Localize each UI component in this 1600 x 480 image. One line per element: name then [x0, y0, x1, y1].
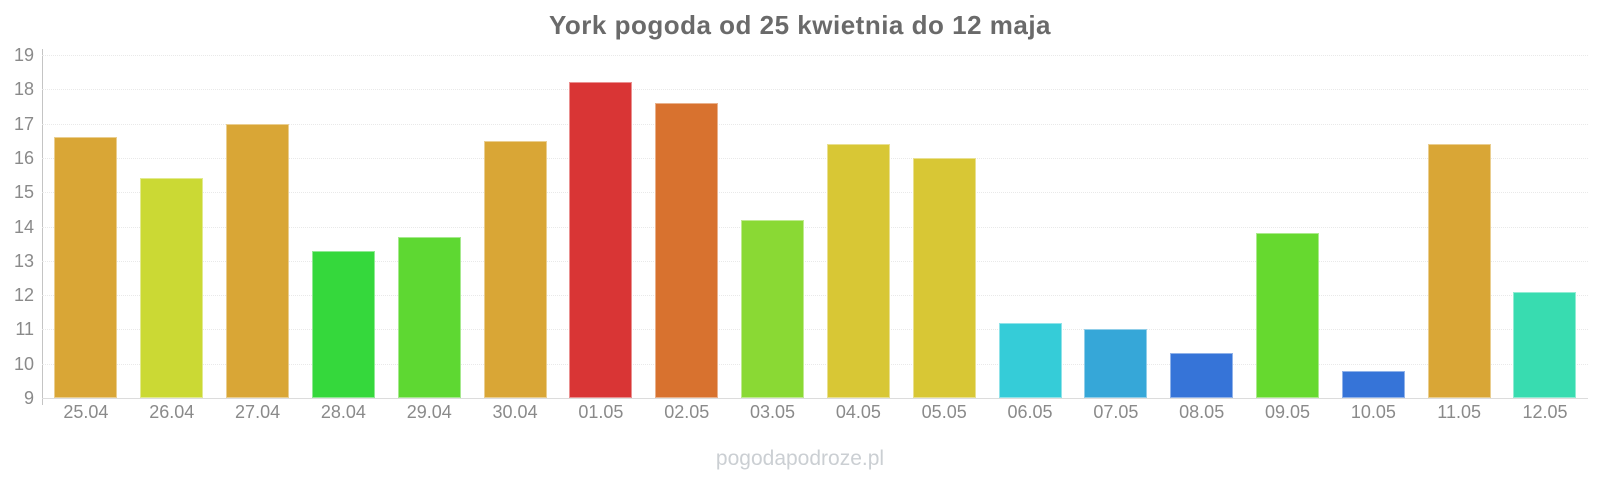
x-tick-label: 08.05: [1179, 402, 1225, 422]
bar-slot: [815, 55, 901, 398]
bar-slot: [1330, 55, 1416, 398]
y-tick-label: 18: [13, 79, 34, 100]
bar-slot: [472, 55, 558, 398]
bar-10.05: [1341, 370, 1405, 398]
bar-01.05: [569, 82, 633, 398]
x-tick-label: 27.04: [235, 402, 281, 422]
x-tick-label: 10.05: [1350, 402, 1396, 422]
x-axis-baseline: [42, 398, 1588, 399]
bar-slot: [386, 55, 472, 398]
gridline: [42, 157, 1588, 159]
bar-25.04: [54, 137, 118, 398]
bar-08.05: [1170, 353, 1234, 398]
gridline: [42, 55, 1588, 56]
bar-03.05: [741, 219, 805, 398]
bar-02.05: [655, 103, 719, 398]
bar-slot: [129, 55, 215, 398]
bar-slot: [644, 55, 730, 398]
x-tick-label: 11.05: [1437, 402, 1482, 422]
bar-slot: [987, 55, 1073, 398]
x-tick-label: 12.05: [1522, 402, 1568, 422]
gridline: [42, 260, 1588, 262]
bar-07.05: [1084, 329, 1148, 398]
y-tick-label: 11: [15, 319, 34, 340]
gridline: [42, 329, 1588, 331]
x-tick-label: 04.05: [835, 402, 881, 422]
bar-04.05: [826, 144, 890, 398]
bar-29.04: [397, 236, 461, 398]
bar-slot: [901, 55, 987, 398]
watermark: pogodapodroze.pl: [715, 447, 885, 470]
x-tick-label: 06.05: [1007, 402, 1053, 422]
bar-slot: [730, 55, 816, 398]
y-tick-label: 14: [13, 216, 34, 237]
bar-slot: [558, 55, 644, 398]
x-tick-label: 07.05: [1093, 402, 1139, 422]
gridline: [42, 363, 1588, 365]
x-tick-label: 29.04: [406, 402, 452, 422]
y-tick-label: 17: [13, 113, 34, 134]
x-axis: 25.04 26.04 27.04 28.04 29.04 30.04 01.05 02.05…: [43, 402, 1588, 423]
bar-slot: [1073, 55, 1159, 398]
bar-slot: [43, 55, 129, 398]
x-tick-label: 09.05: [1264, 402, 1311, 422]
gridline: [42, 295, 1588, 297]
x-tick-label: 02.05: [664, 402, 710, 422]
bar-28.04: [311, 250, 375, 398]
bar-26.04: [140, 178, 204, 398]
x-tick-label: 01.05: [578, 402, 624, 422]
bar-11.05: [1427, 144, 1491, 398]
x-tick-label: 28.04: [320, 402, 366, 422]
y-axis: 9 10 11 12 13 14 15 16 17 18 19: [0, 45, 34, 408]
bar-09.05: [1256, 233, 1319, 398]
x-tick-label: 30.04: [492, 402, 538, 422]
y-tick-label: 12: [13, 285, 34, 306]
bar-12.05: [1513, 291, 1577, 398]
gridline: [42, 89, 1588, 91]
x-tick-label: 03.05: [750, 402, 796, 422]
bar-30.04: [483, 140, 547, 398]
bars-row: [43, 55, 1588, 398]
x-tick-label: 25.04: [63, 402, 109, 422]
y-tick-label: 9: [23, 388, 34, 408]
bar-slot: [1159, 55, 1245, 398]
bar-slot: [300, 55, 386, 398]
y-tick-label: 15: [13, 182, 34, 203]
bar-slot: [215, 55, 301, 398]
bar-slot: [1416, 55, 1502, 398]
x-tick-label: 26.04: [149, 402, 195, 422]
y-tick-label: 19: [13, 45, 34, 65]
gridline: [42, 192, 1588, 194]
bar-27.04: [226, 123, 290, 398]
x-tick-label: 05.05: [921, 402, 967, 422]
bar-slot: [1245, 55, 1331, 398]
plot-area: [42, 55, 1588, 399]
gridline: [42, 226, 1588, 228]
bar-slot: [1502, 55, 1588, 398]
gridline: [42, 123, 1588, 125]
y-tick-label: 16: [13, 147, 34, 168]
bar-05.05: [912, 157, 976, 398]
bar-06.05: [998, 322, 1062, 398]
chart-title: York pogoda od 25 kwietnia do 12 maja: [548, 10, 1052, 40]
y-tick-label: 10: [13, 353, 34, 374]
y-tick-label: 13: [13, 250, 34, 271]
